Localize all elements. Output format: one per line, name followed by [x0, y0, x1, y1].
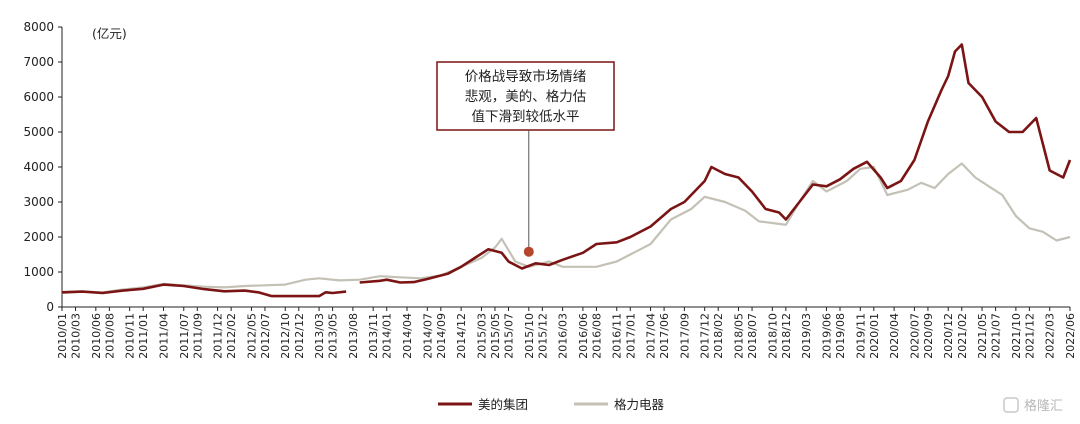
- x-tick-label: 2020/09: [922, 313, 935, 359]
- y-axis: 0 1000 2000 3000 4000 5000 6000 7000 8000: [23, 20, 63, 314]
- x-tick-label: 2013/11: [367, 313, 380, 359]
- x-tick-label: 2020/01: [868, 313, 881, 359]
- x-tick-label: 2014/12: [455, 313, 468, 359]
- series-layer: [61, 43, 1072, 298]
- x-tick-label: 2015/07: [502, 313, 515, 359]
- x-tick-label: 2022/03: [1044, 313, 1057, 359]
- x-tick-label: 2020/04: [888, 313, 901, 359]
- x-tick-label: 2010/06: [90, 313, 103, 359]
- x-tick-label: 2010/03: [70, 313, 83, 359]
- x-tick-label: 2017/09: [678, 313, 691, 359]
- x-tick-label: 2017/06: [658, 313, 671, 359]
- x-tick-label: 2011/09: [191, 313, 204, 359]
- x-tick-label: 2010/08: [103, 313, 116, 359]
- y-tick-label: 1000: [23, 265, 54, 279]
- x-tick-label: 2011/01: [137, 313, 150, 359]
- x-tick-label: 2011/12: [212, 313, 225, 359]
- x-tick-label: 2012/12: [293, 313, 306, 359]
- x-tick-label: 2018/12: [780, 313, 793, 359]
- x-tick-label: 2013/05: [327, 313, 340, 359]
- x-tick-label: 2012/02: [225, 313, 238, 359]
- legend-label-gree: 格力电器: [614, 397, 665, 412]
- x-tick-label: 2021/02: [956, 313, 969, 359]
- x-tick-label: 2011/04: [157, 313, 170, 359]
- annotation-text-line: 悲观，美的、格力估: [465, 88, 587, 105]
- x-tick-label: 2014/04: [401, 313, 414, 359]
- y-tick-label: 5000: [23, 125, 54, 139]
- x-tick-label: 2016/03: [557, 313, 570, 359]
- x-tick-label: 2012/05: [245, 313, 258, 359]
- x-tick-label: 2017/12: [699, 313, 712, 359]
- x-tick-label: 2010/11: [124, 313, 137, 359]
- series-line-midea: [61, 43, 1072, 298]
- x-tick-label: 2016/08: [590, 313, 603, 359]
- x-tick-label: 2014/09: [435, 313, 448, 359]
- annotation-box: [436, 61, 615, 131]
- x-tick-label: 2019/06: [820, 313, 833, 359]
- x-tick-label: 2022/06: [1064, 313, 1077, 359]
- x-tick-label: 2012/07: [259, 313, 272, 359]
- x-tick-label: 2015/10: [523, 313, 536, 359]
- x-tick-label: 2020/07: [908, 313, 921, 359]
- x-tick-label: 2016/11: [611, 313, 624, 359]
- y-tick-label: 3000: [23, 195, 54, 209]
- annotation-marker: [523, 246, 534, 257]
- x-tick-label: 2018/07: [746, 313, 759, 359]
- y-tick-label: 8000: [23, 20, 54, 34]
- x-tick-label: 2018/05: [733, 313, 746, 359]
- x-tick-label: 2015/05: [489, 313, 502, 359]
- x-tick-label: 2018/02: [712, 313, 725, 359]
- legend: 美的集团 格力电器: [438, 397, 665, 412]
- annotation-text-line: 价格战导致市场情绪: [465, 68, 587, 85]
- x-tick-label: 2010/01: [56, 313, 69, 359]
- x-tick-label: 2014/07: [421, 313, 434, 359]
- x-tick-label: 2021/10: [1010, 313, 1023, 359]
- y-unit-label: (亿元): [92, 26, 127, 41]
- x-tick-label: 2013/08: [347, 313, 360, 359]
- x-tick-label: 2021/05: [976, 313, 989, 359]
- x-tick-label: 2016/06: [577, 313, 590, 359]
- watermark: 格隆汇: [1003, 397, 1063, 414]
- y-tick-label: 0: [46, 300, 54, 314]
- x-tick-label: 2017/01: [624, 313, 637, 359]
- x-tick-label: 2017/04: [645, 313, 658, 359]
- x-tick-label: 2019/03: [800, 313, 813, 359]
- x-tick-label: 2019/11: [854, 313, 867, 359]
- x-tick-label: 2012/10: [279, 313, 292, 359]
- x-tick-label: 2018/10: [766, 313, 779, 359]
- x-tick-label: 2015/12: [536, 313, 549, 359]
- y-tick-label: 2000: [23, 230, 54, 244]
- x-tick-label: 2021/12: [1023, 313, 1036, 359]
- watermark-logo-icon: [1003, 397, 1019, 413]
- series-line-gree: [61, 162, 1071, 295]
- x-tick-label: 2019/08: [834, 313, 847, 359]
- legend-label-midea: 美的集团: [478, 397, 528, 412]
- x-axis: 2010/01 2010/03 2010/06 2010/08 2010/11 2011/…: [56, 306, 1077, 359]
- x-tick-label: 2013/03: [313, 313, 326, 359]
- x-tick-label: 2014/01: [381, 313, 394, 359]
- y-tick-label: 6000: [23, 90, 54, 104]
- x-tick-label: 2020/12: [942, 313, 955, 359]
- x-tick-label: 2011/07: [178, 313, 191, 359]
- y-tick-label: 4000: [23, 160, 54, 174]
- annotation-text-line: 值下滑到较低水平: [472, 109, 580, 125]
- x-tick-label: 2015/03: [475, 313, 488, 359]
- y-tick-label: 7000: [23, 55, 54, 69]
- x-tick-label: 2021/07: [990, 313, 1003, 359]
- watermark-text: 格隆汇: [1024, 398, 1063, 414]
